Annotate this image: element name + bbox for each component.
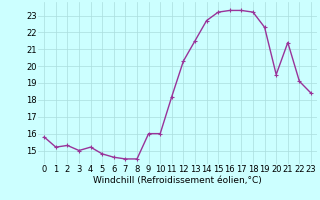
X-axis label: Windchill (Refroidissement éolien,°C): Windchill (Refroidissement éolien,°C) [93,176,262,185]
